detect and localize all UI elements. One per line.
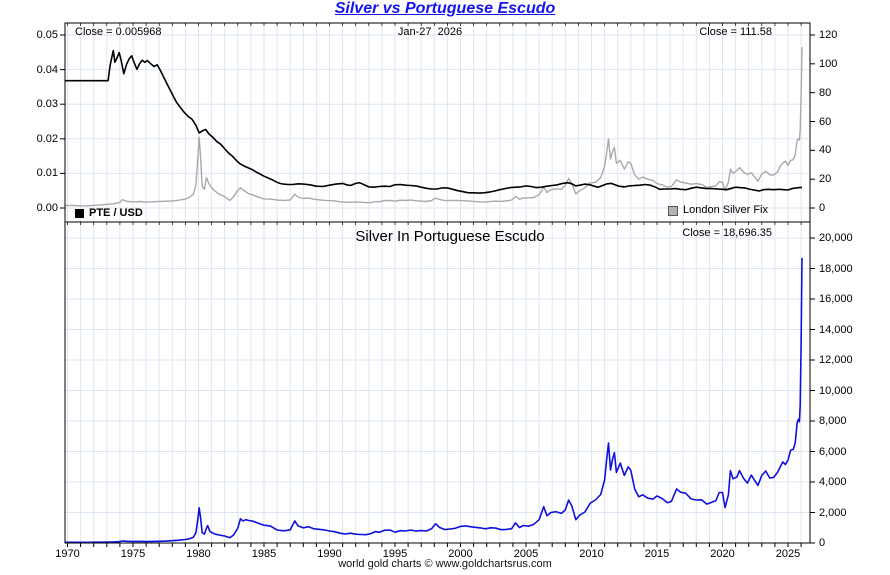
pte-usd-close-label: Close = 0.005968 <box>75 26 162 38</box>
silver-escudo-close-label: Close = 18,696.35 <box>682 227 772 239</box>
top-right-tick-label: 40 <box>819 144 832 157</box>
x-axis-label: 1970 <box>55 548 80 560</box>
footer-credit: world gold charts © www.goldchartsrus.co… <box>338 558 552 570</box>
top-right-tick-label: 0 <box>819 202 826 214</box>
top-right-tick-label: 60 <box>819 115 832 128</box>
london-silver-fix-line <box>64 47 803 207</box>
x-axis-label: 1975 <box>120 548 146 560</box>
pte-usd-line <box>65 49 803 194</box>
bottom-right-tick-label: 20,000 <box>819 232 853 244</box>
top-left-tick-label: 0.04 <box>36 63 58 76</box>
bottom-right-tick-label: 6,000 <box>819 445 847 458</box>
top-right-tick-label: 20 <box>819 173 832 186</box>
top-left-tick-label: 0.02 <box>36 132 58 145</box>
silver-fix-close-label: Close = 111.58 <box>699 26 772 38</box>
x-axis-label: 1980 <box>186 548 211 560</box>
x-axis-label: 2020 <box>710 548 735 560</box>
x-axis-label: 1985 <box>251 548 277 560</box>
chart-title: Silver vs Portuguese Escudo <box>334 0 556 17</box>
bottom-right-tick-label: 8,000 <box>819 415 847 427</box>
bottom-right-tick-label: 4,000 <box>819 476 847 488</box>
bottom-right-tick-label: 18,000 <box>819 262 853 275</box>
bottom-right-tick-label: 10,000 <box>819 384 853 397</box>
bottom-right-tick-label: 2,000 <box>819 506 847 519</box>
london-silver-fix-legend-label: London Silver Fix <box>683 204 768 216</box>
pte-usd-legend-swatch-icon <box>75 209 84 218</box>
bottom-panel-frame <box>64 221 811 544</box>
top-right-tick-label: 80 <box>819 86 832 99</box>
x-axis-label: 2010 <box>579 548 604 560</box>
x-axis-label: 2000 <box>448 548 473 560</box>
top-left-tick-label: 0.00 <box>36 202 58 214</box>
pte-usd-legend: PTE / USD <box>75 208 143 219</box>
x-axis-label: 1990 <box>317 548 342 560</box>
top-left-tick-label: 0.05 <box>36 29 58 41</box>
pte-usd-legend-label: PTE / USD <box>89 207 143 219</box>
silver-in-escudo-line <box>65 257 803 544</box>
bottom-right-tick-label: 14,000 <box>819 323 853 336</box>
bottom-right-tick-label: 16,000 <box>819 293 853 305</box>
bottom-right-tick-label: 0 <box>819 537 826 549</box>
bottom-panel-title: Silver In Portuguese Escudo <box>355 228 545 245</box>
x-axis-label: 1995 <box>382 548 408 560</box>
top-left-tick-label: 0.01 <box>36 167 58 180</box>
london-silver-fix-legend-swatch-icon <box>668 205 678 216</box>
x-axis-label: 2025 <box>775 548 801 560</box>
top-right-tick-label: 100 <box>819 57 838 70</box>
london-silver-fix-legend: London Silver Fix <box>668 205 768 216</box>
bottom-right-tick-label: 12,000 <box>819 354 853 366</box>
top-right-tick-label: 120 <box>819 29 838 41</box>
x-axis-label: 2005 <box>513 548 539 560</box>
date-label: Jan-27 2026 <box>397 26 463 38</box>
top-left-tick-label: 0.03 <box>36 98 58 111</box>
top-panel-frame <box>64 22 811 223</box>
x-axis-label: 2015 <box>644 548 670 560</box>
